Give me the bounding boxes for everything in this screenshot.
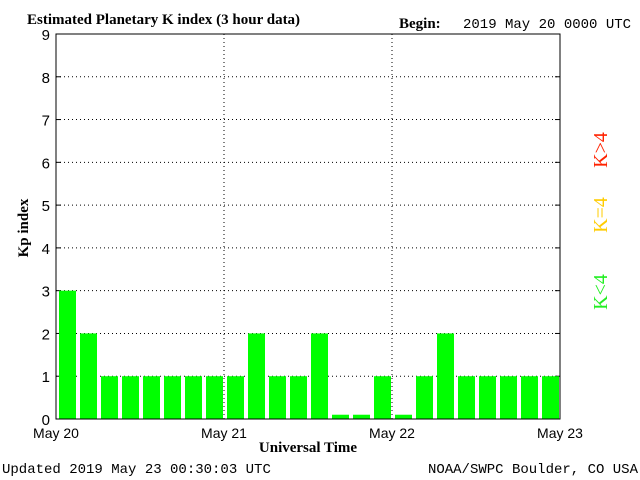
kp-bar bbox=[374, 376, 391, 419]
x-tick-labels: May 20 May 21 May 22 May 23 bbox=[33, 425, 583, 441]
y-tick-labels: 0 1 2 3 4 5 6 7 8 9 bbox=[42, 27, 50, 429]
kp-bar bbox=[395, 414, 412, 419]
x-tick-label: May 22 bbox=[369, 425, 415, 441]
credit-text: NOAA/SWPC Boulder, CO USA bbox=[428, 462, 639, 478]
legend-low: K<4 bbox=[590, 274, 612, 310]
kp-bar bbox=[311, 333, 328, 419]
x-axis-label: Universal Time bbox=[259, 440, 358, 456]
kp-bar bbox=[80, 333, 97, 419]
x-tick-label: May 20 bbox=[33, 425, 79, 441]
kp-bar bbox=[458, 376, 475, 419]
y-tick-label: 4 bbox=[42, 241, 50, 258]
kp-bar bbox=[227, 376, 244, 419]
kp-bar bbox=[164, 376, 181, 419]
begin-value: 2019 May 20 0000 UTC bbox=[463, 17, 631, 33]
legend-high: K>4 bbox=[590, 132, 612, 168]
updated-text: Updated 2019 May 23 00:30:03 UTC bbox=[2, 462, 271, 478]
y-tick-label: 6 bbox=[42, 155, 50, 172]
kp-bar bbox=[59, 290, 76, 419]
kp-bar bbox=[206, 376, 223, 419]
kp-bar bbox=[437, 333, 454, 419]
chart-title: Estimated Planetary K index (3 hour data… bbox=[27, 12, 300, 28]
kp-bar bbox=[542, 376, 559, 419]
kp-bar bbox=[185, 376, 202, 419]
y-tick-label: 7 bbox=[42, 113, 50, 130]
kp-bar bbox=[353, 414, 370, 419]
y-tick-label: 0 bbox=[42, 412, 50, 429]
y-tick-label: 3 bbox=[42, 284, 50, 301]
y-tick-label: 2 bbox=[42, 326, 50, 343]
y-axis-label: Kp index bbox=[16, 198, 32, 257]
kp-bar bbox=[101, 376, 118, 419]
kp-bar bbox=[122, 376, 139, 419]
kp-bar bbox=[521, 376, 538, 419]
kp-bar bbox=[269, 376, 286, 419]
begin-label: Begin: bbox=[399, 16, 441, 32]
bars bbox=[59, 290, 559, 419]
legend-equal: K=4 bbox=[590, 197, 612, 233]
y-tick-label: 5 bbox=[42, 198, 50, 215]
x-tick-label: May 23 bbox=[537, 425, 583, 441]
kp-bar bbox=[332, 414, 349, 419]
kp-bar bbox=[290, 376, 307, 419]
kp-bar bbox=[143, 376, 160, 419]
grid-lines bbox=[56, 33, 560, 420]
kp-bar bbox=[416, 376, 433, 419]
y-tick-label: 9 bbox=[42, 27, 50, 44]
x-tick-label: May 21 bbox=[201, 425, 247, 441]
y-tick-label: 1 bbox=[42, 369, 50, 386]
y-tick-label: 8 bbox=[42, 70, 50, 87]
kp-bar bbox=[479, 376, 496, 419]
kp-bar bbox=[500, 376, 517, 419]
plot-frame bbox=[55, 33, 561, 420]
kp-bar bbox=[248, 333, 265, 419]
